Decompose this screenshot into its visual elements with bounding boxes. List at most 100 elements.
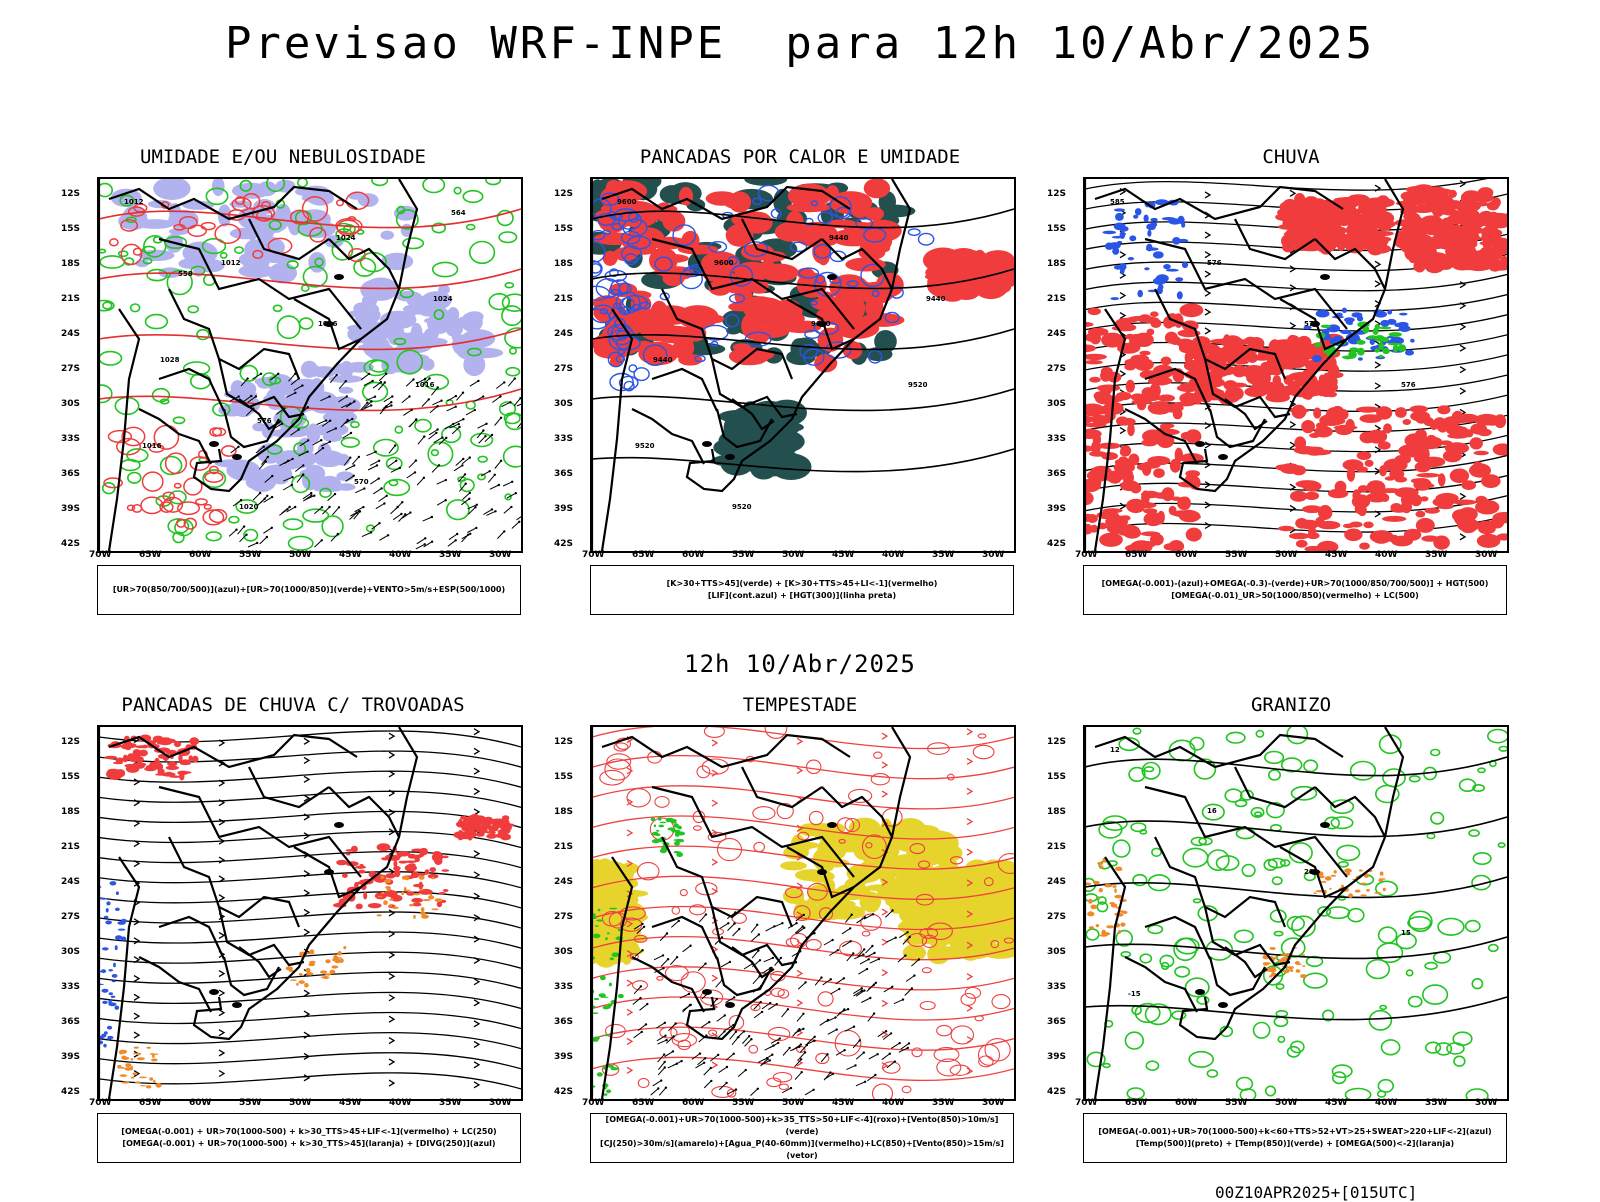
wind-vector (682, 945, 691, 953)
temp-850-contour (1273, 1016, 1289, 1028)
wind-vector (340, 403, 351, 409)
precipitable-water-contour (753, 841, 766, 853)
temp-850-contour (1377, 926, 1398, 944)
thickness-lines-contour (309, 226, 327, 243)
wind-vector-head (748, 1035, 751, 1038)
wind-vector-head (404, 513, 407, 516)
precipitable-water-contour (817, 991, 834, 1007)
wind-vector-head (829, 1071, 832, 1074)
wind-vector (263, 527, 273, 534)
thickness-lines-contour (187, 224, 207, 237)
lake-icon (702, 989, 712, 995)
wind-vector-head (849, 927, 852, 930)
wind-vector-head (906, 931, 909, 934)
border-line (601, 733, 851, 769)
precipitable-water-contour (949, 856, 964, 865)
forecast-map: 12 16 20 15 -15 (1083, 725, 1509, 1101)
wind-850-green-blob (606, 1089, 612, 1094)
flow-arrow (218, 799, 226, 807)
rain-blue-blob (1399, 312, 1408, 316)
precipitable-water-contour (679, 888, 688, 897)
rain-red-blob (1346, 223, 1360, 238)
storm-orange-blob (152, 1054, 155, 1058)
wind-vector-head (834, 1016, 837, 1019)
longitude-tick-label: 70W (89, 550, 112, 560)
rain-blue-blob (1150, 222, 1158, 227)
wind-850-green-blob (596, 1072, 603, 1077)
flow-arrow (626, 1037, 634, 1045)
longitude-tick-label: 65W (139, 1098, 162, 1108)
wind-850-green-blob (676, 831, 686, 836)
wind-vector (461, 534, 469, 543)
isoline (1085, 756, 1507, 777)
wind-850-green-blob (609, 907, 618, 910)
omega-orange-blob (1324, 876, 1332, 881)
wind-vector-head (307, 439, 310, 442)
lifted-index-contours-contour (803, 348, 825, 366)
omega-orange-blob (1088, 898, 1093, 904)
flow-arrow (303, 756, 311, 764)
humidity-low-levels-contour (202, 469, 227, 489)
storm-orange-blob (421, 914, 429, 919)
lifted-index-contours-contour (672, 224, 697, 246)
rain-blue-blob (1154, 199, 1169, 206)
rain-red-blob (1291, 347, 1309, 356)
isoline (592, 208, 1014, 229)
wind-vector-head (872, 983, 876, 986)
rain-red-blob (1483, 221, 1502, 228)
storm-red-blob (408, 863, 416, 867)
wind-vector-head (843, 1049, 846, 1052)
temp-850-contour (1472, 852, 1492, 866)
rain-blue-blob (1165, 268, 1179, 272)
wind-vector-head (328, 440, 332, 443)
temp-850-contour (1215, 855, 1240, 871)
storm-red-blob (122, 754, 128, 763)
border-line (108, 733, 358, 769)
lake-icon (232, 454, 242, 460)
rain-red-blob (1342, 523, 1355, 529)
streamline (99, 891, 521, 909)
lifted-index-contours-contour (867, 349, 883, 364)
rain-red-blob (1214, 375, 1223, 381)
wind-vector (456, 392, 464, 401)
wind-vector (503, 506, 512, 514)
forecast-map: 585576576576 (1083, 177, 1509, 553)
thickness-lines-contour (120, 243, 143, 266)
wind-vector (428, 432, 437, 440)
flow-arrow (473, 808, 481, 816)
precipitable-water-contour (629, 953, 639, 961)
precipitable-water-contour (708, 1029, 718, 1037)
wind-vector (477, 423, 487, 429)
wind-vector-head (490, 433, 494, 437)
temp-850-contour (1377, 1078, 1394, 1093)
wind-vector (378, 495, 387, 502)
rain-red-blob (1368, 244, 1391, 254)
wind-vector (232, 499, 242, 507)
wind-vector-head (802, 913, 805, 917)
wind-vector (338, 380, 347, 390)
streamline (592, 966, 1014, 991)
humidity-high-levels-blob (162, 183, 177, 191)
precipitable-water-contour (728, 1014, 745, 1031)
storm-red-blob (161, 772, 176, 777)
map-canvas (592, 727, 1014, 1099)
wind-vector-head (353, 400, 356, 403)
latitude-tick-label: 12S (61, 737, 81, 747)
thickness-lines-contour (301, 195, 329, 222)
temp-850-contour (1145, 1060, 1160, 1072)
humidity-low-levels-contour (205, 531, 222, 542)
longitude-tick-label: 65W (632, 550, 655, 560)
coastline (592, 179, 912, 551)
wind-vector (763, 1054, 773, 1061)
temp-850-contour (1147, 924, 1164, 935)
rain-blue-blob (1312, 355, 1322, 363)
storm-orange-blob (331, 965, 339, 969)
wind-vector-head (467, 533, 470, 536)
border-line (108, 185, 358, 221)
rain-blue-blob (1315, 309, 1330, 318)
wind-vector-head (415, 418, 418, 421)
humidity-low-levels-contour (261, 372, 277, 386)
rain-red-blob (1394, 454, 1411, 465)
rain-red-blob (1307, 382, 1325, 396)
latitude-tick-label: 12S (1047, 189, 1067, 199)
